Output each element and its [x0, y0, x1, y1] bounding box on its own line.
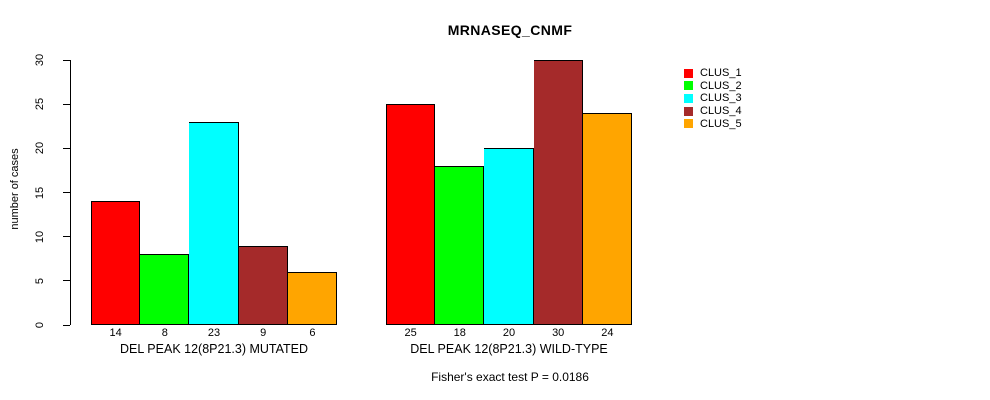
legend-swatch-clus-2 — [684, 81, 693, 91]
legend-label-clus-4: CLUS_4 — [700, 105, 742, 118]
y-axis-tick-label: 30 — [34, 53, 46, 67]
legend-label-clus-2: CLUS_2 — [700, 79, 742, 92]
bar-value-label: 14 — [109, 327, 122, 339]
fisher-test-caption: Fisher's exact test P = 0.0186 — [431, 370, 589, 384]
legend-swatch-clus-1 — [684, 68, 693, 78]
legend-label-clus-5: CLUS_5 — [700, 117, 742, 130]
bar-clus-4-group2 — [533, 60, 583, 325]
legend-item-clus-2: CLUS_2 — [684, 79, 742, 92]
bar-clus-5-group1 — [287, 272, 337, 325]
y-axis-tick-label: 15 — [34, 186, 46, 199]
legend-label-clus-3: CLUS_3 — [700, 92, 742, 105]
y-axis-tick-label: 5 — [34, 277, 46, 284]
bar-value-label: 9 — [260, 327, 267, 339]
bar-clus-1-group1 — [91, 201, 141, 325]
y-axis-tick-label: 25 — [34, 98, 46, 111]
bar-value-label: 6 — [309, 327, 316, 339]
y-axis-tick-label: 0 — [34, 321, 46, 329]
legend-swatch-clus-3 — [684, 93, 693, 103]
bar-clus-3-group2 — [484, 148, 534, 325]
group-label-mutated: DEL PEAK 12(8P21.3) MUTATED — [119, 342, 309, 356]
legend-item-clus-3: CLUS_3 — [684, 92, 742, 105]
y-axis-tick — [63, 59, 70, 61]
bar-clus-4-group1 — [238, 245, 288, 325]
bar-clus-2-group2 — [435, 166, 485, 325]
bar-value-label: 18 — [453, 327, 466, 339]
y-axis-tick-label: 10 — [34, 230, 46, 243]
legend-swatch-clus-5 — [684, 119, 693, 129]
group-label-wild-type: DEL PEAK 12(8P21.3) WILD-TYPE — [410, 342, 608, 356]
chart-title: MRNASEQ_CNMF — [447, 22, 573, 38]
y-axis-tick — [63, 280, 70, 282]
bar-clus-2-group1 — [140, 254, 190, 325]
legend-swatch-clus-4 — [684, 106, 693, 116]
legend-item-clus-5: CLUS_5 — [684, 117, 742, 130]
bar-value-label: 25 — [404, 327, 417, 339]
y-axis-title: number of cases — [9, 148, 21, 230]
y-axis-tick — [63, 147, 70, 149]
y-axis-tick — [63, 324, 70, 326]
bar-value-label: 30 — [552, 327, 565, 339]
y-axis-tick-label: 20 — [34, 142, 46, 155]
y-axis-line — [70, 60, 71, 325]
y-axis-tick — [63, 236, 70, 238]
bar-clus-5-group2 — [582, 113, 632, 325]
y-axis-tick — [63, 103, 70, 105]
legend-item-clus-1: CLUS_1 — [684, 67, 742, 80]
bar-clus-1-group2 — [386, 104, 436, 325]
bar-value-label: 24 — [601, 327, 614, 339]
legend-item-clus-4: CLUS_4 — [684, 105, 742, 118]
legend-label-clus-1: CLUS_1 — [700, 67, 742, 79]
y-axis-tick — [63, 192, 70, 193]
bar-value-label: 23 — [207, 327, 221, 339]
bar-value-label: 20 — [502, 327, 516, 339]
bar-value-label: 8 — [161, 327, 168, 339]
bar-clus-3-group1 — [189, 121, 239, 325]
